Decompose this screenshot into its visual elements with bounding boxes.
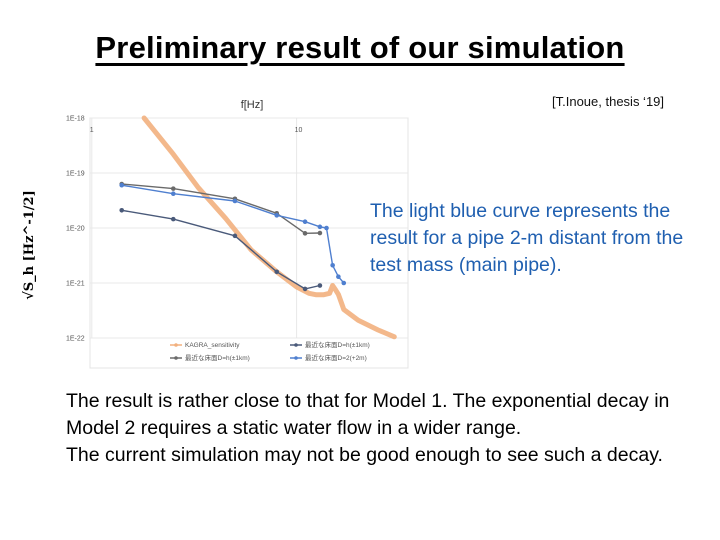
legend: KAGRA_sensitivity 最近な床面D=h(±1km) 最近な床面D=h(… — [170, 340, 370, 362]
series-3-point-5 — [317, 224, 323, 230]
series-line-1 — [121, 209, 321, 290]
body-paragraph-2: The current simulation may not be good e… — [66, 444, 663, 466]
legend-marker-1 — [294, 343, 298, 347]
y-tick-label-3: 1E-21 — [66, 281, 85, 288]
citation: [T.Inoue, thesis ‘19] — [552, 94, 665, 109]
legend-marker-0 — [174, 343, 178, 347]
series-3-point-9 — [341, 280, 347, 286]
series-line-3 — [121, 184, 345, 284]
series-1-point-1 — [170, 216, 176, 222]
body-paragraph-1: The result is rather close to that for M… — [66, 390, 670, 439]
series-3-point-3 — [274, 213, 280, 218]
legend-marker-2 — [174, 356, 178, 360]
legend-marker-3 — [294, 356, 298, 360]
y-tick-label-2: 1E-20 — [66, 226, 85, 233]
y-tick-label-4: 1E-22 — [66, 336, 85, 343]
series-line-2 — [121, 183, 321, 234]
series-line-0 — [141, 115, 397, 340]
series-3-point-7 — [330, 262, 335, 268]
x-axis-label: f[Hz] — [241, 99, 264, 111]
series-3-point-2 — [232, 198, 238, 204]
slide-title: Preliminary result of our simulation — [95, 30, 625, 65]
legend-label-3: 最近な床面D=2(+2m) — [305, 353, 367, 362]
series-2-point-1 — [170, 186, 176, 191]
series-1-point-4 — [302, 286, 308, 292]
tick-labels: 1E-18 1E-19 1E-20 1E-21 1E-22 1 10 — [66, 116, 302, 343]
series-3-point-0 — [119, 182, 125, 188]
y-axis-label: √S_h [Hz^-1/2] — [22, 190, 37, 300]
series-2-point-5 — [317, 230, 323, 236]
series-1-point-5 — [317, 283, 323, 288]
body-text: The result is rather close to that for M… — [66, 388, 686, 469]
series-3-point-6 — [324, 225, 329, 231]
series-2-point-4 — [302, 231, 308, 236]
legend-label-0: KAGRA_sensitivity — [185, 342, 240, 349]
callout-text: The light blue curve represents the resu… — [370, 200, 684, 276]
plot-frame — [89, 117, 409, 369]
series-3-point-1 — [170, 191, 176, 197]
series-3-point-8 — [336, 274, 341, 280]
series-1-point-0 — [119, 207, 125, 213]
legend-label-1: 最近な床面D=h(±1km) — [305, 340, 370, 349]
series-group — [119, 115, 397, 340]
x-tick-label-1: 10 — [295, 127, 303, 134]
series-1-point-2 — [232, 233, 238, 239]
legend-label-2: 最近な床面D=h(±1km) — [185, 353, 250, 362]
y-tick-label-1: 1E-19 — [66, 171, 85, 178]
series-3-point-4 — [302, 219, 308, 225]
y-tick-label-0: 1E-18 — [66, 116, 85, 123]
x-tick-label-0: 1 — [90, 127, 94, 134]
series-1-point-3 — [274, 269, 280, 275]
grid — [90, 117, 408, 339]
